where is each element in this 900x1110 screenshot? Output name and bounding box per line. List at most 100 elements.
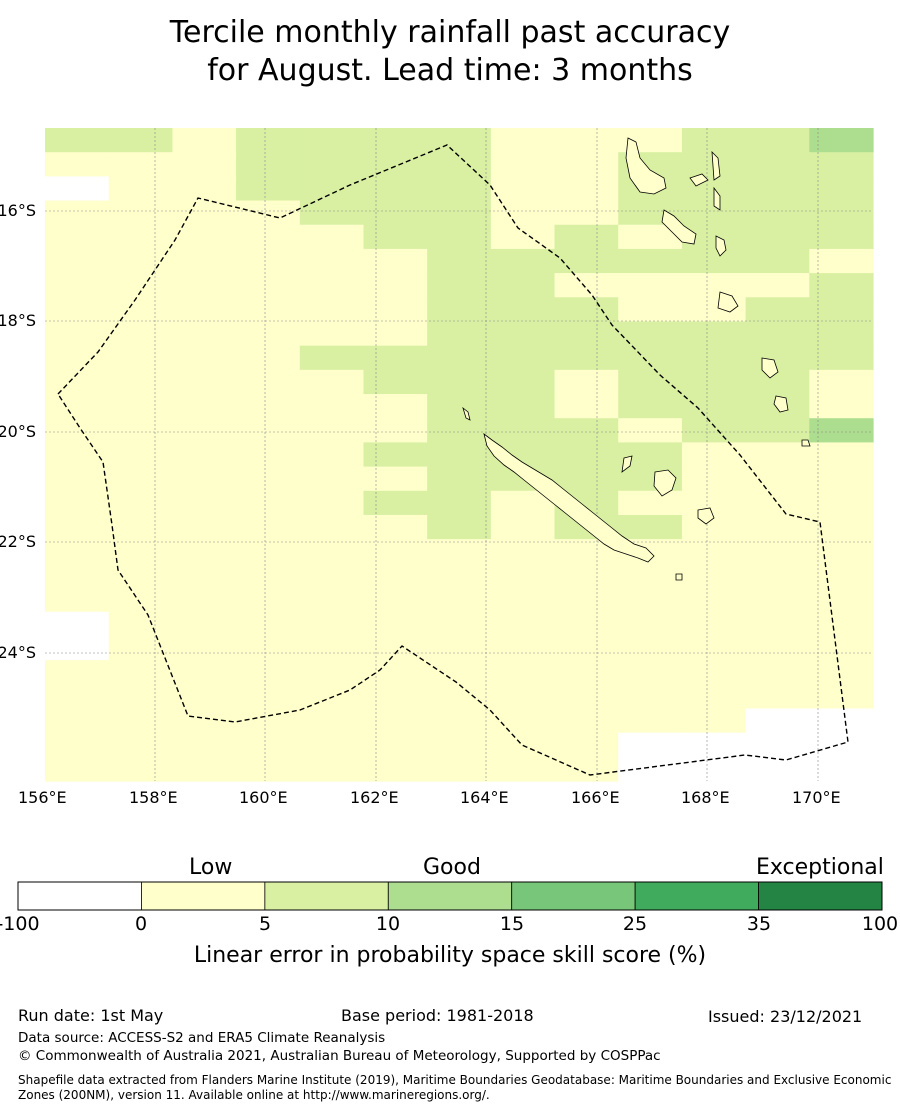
eez-boundary-line [57,144,849,776]
grid-cell [45,152,110,177]
grid-cell [363,152,428,177]
grid-cell [45,394,110,419]
grid-cell [236,176,301,202]
grid-cell [427,224,492,250]
grid-cell [681,539,747,564]
grid-cell [554,684,619,710]
grid-cell [490,297,556,323]
grid-cell [490,369,556,395]
grid-cell [490,756,556,782]
grid-cell [45,563,110,589]
grid-cell [681,394,747,419]
grid-cell [363,684,428,710]
grid-cell [681,611,747,637]
grid-cell [618,732,683,758]
grid-cell [172,345,237,371]
grid-cell [108,563,173,589]
grid-cell [809,442,874,468]
grid-cell [172,248,237,274]
grid-cell [681,273,747,298]
grid-cell [745,660,810,685]
grid-cell [363,708,428,734]
grid-cell [108,587,173,613]
island-aneityum [801,439,811,447]
grid-cell [681,732,747,758]
grid-cell [45,587,110,613]
island-lifou [653,469,677,497]
grid-cell [618,490,683,516]
grid-cell [45,273,110,298]
grid-cell [427,660,492,685]
grid-cell [108,152,173,177]
grid-cell [299,200,365,226]
grid-cell [745,152,810,177]
grid-cell [236,418,301,444]
grid-cell [554,297,619,323]
grid-cell [299,514,365,540]
grid-cell [554,466,619,492]
grid-cell [172,394,237,419]
grid-cell [299,708,365,734]
map-gridlines [45,128,873,781]
grid-cell [236,273,301,298]
grid-cell [809,756,874,782]
grid-cell [427,756,492,782]
grid-cell [172,490,237,516]
grid-cell [108,611,173,637]
grid-cell [618,563,683,589]
grid-cell [681,248,747,274]
grid-cell [108,369,173,395]
grid-cell [809,321,874,347]
grid-cell [108,321,173,347]
grid-cell [45,635,110,661]
grid-cell [108,418,173,444]
copyright: © Commonwealth of Australia 2021, Austra… [18,1048,661,1064]
grid-cell [681,660,747,685]
grid-cell [172,732,237,758]
grid-cell [236,660,301,685]
grid-cell [45,611,110,637]
grid-cell [299,152,365,177]
grid-cell [554,128,619,153]
grid-cell [236,394,301,419]
grid-cell [45,708,110,734]
grid-cell [236,732,301,758]
grid-cell [809,635,874,661]
lon-tick-158: 158°E [129,788,178,807]
grid-cell [172,756,237,782]
colorbar-swatch [758,881,883,911]
grid-cell [809,563,874,589]
grid-cell [172,660,237,685]
grid-cell [490,321,556,347]
colorbar-tick-5: 5 [258,913,272,935]
grid-cell [108,442,173,468]
grid-cell [108,394,173,419]
grid-cell [108,273,173,298]
grid-cell [172,442,237,468]
lat-tick-22s: 22°S [0,532,36,551]
grid-cell [363,490,428,516]
grid-cell [363,345,428,371]
grid-cell [236,635,301,661]
island-malekula [661,209,697,245]
grid-cell [236,587,301,613]
grid-cell [108,490,173,516]
grid-cell [299,635,365,661]
grid-cell [554,611,619,637]
grid-cell [681,514,747,540]
grid-cell [681,418,747,444]
grid-cell [108,224,173,250]
grid-cell [363,224,428,250]
grid-cell [299,442,365,468]
grid-cell [554,369,619,395]
grid-cell [618,345,683,371]
grid-cell [554,708,619,734]
data-source: Data source: ACCESS-S2 and ERA5 Climate … [18,1030,386,1046]
grid-cell [618,756,683,782]
grid-cell [681,297,747,323]
grid-cell [299,611,365,637]
colorbar-title: Linear error in probability space skill … [193,943,707,968]
grid-cell [745,321,810,347]
grid-cell [108,660,173,685]
grid-cell [363,128,428,153]
